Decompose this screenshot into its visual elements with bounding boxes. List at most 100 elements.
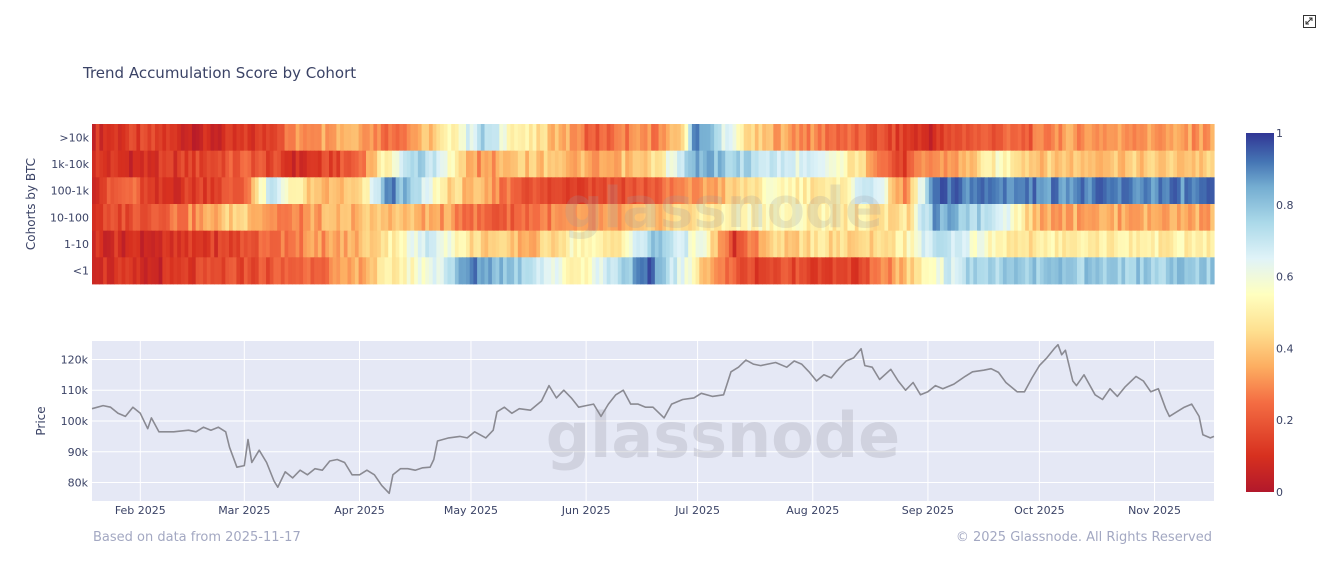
heatmap-cell bbox=[1010, 204, 1015, 232]
heatmap-cell bbox=[354, 204, 360, 232]
heatmap-cell bbox=[240, 204, 245, 232]
heatmap-cell bbox=[510, 177, 515, 205]
heatmap-cell bbox=[591, 177, 597, 205]
heatmap-cell bbox=[1099, 124, 1104, 152]
heatmap-cell bbox=[432, 124, 437, 152]
heatmap-cell bbox=[743, 204, 749, 232]
heatmap-cell bbox=[528, 257, 534, 285]
heatmap-cell bbox=[769, 230, 774, 258]
heatmap-cell bbox=[984, 150, 989, 178]
heatmap-cell bbox=[366, 257, 371, 285]
heatmap-cell bbox=[673, 124, 678, 152]
heatmap-cell bbox=[1117, 204, 1123, 232]
heatmap-cell bbox=[1158, 257, 1163, 285]
heatmap-cell bbox=[280, 257, 286, 285]
heatmap-cell bbox=[1117, 257, 1123, 285]
heatmap-cell bbox=[184, 204, 189, 232]
heatmap-cell bbox=[962, 204, 967, 232]
heatmap-cell bbox=[717, 177, 723, 205]
heatmap-cell bbox=[121, 257, 126, 285]
heatmap-cell bbox=[466, 150, 471, 178]
heatmap-cell bbox=[1076, 204, 1082, 232]
heatmap-cell bbox=[1210, 177, 1215, 205]
heatmap-cell bbox=[962, 230, 967, 258]
heatmap-cell bbox=[980, 204, 986, 232]
heatmap-cell bbox=[158, 230, 163, 258]
heatmap-cell bbox=[1069, 257, 1074, 285]
heatmap-cell bbox=[973, 150, 978, 178]
heatmap-cell bbox=[1032, 124, 1037, 152]
heatmap-cell bbox=[939, 124, 945, 152]
heatmap-cell bbox=[1158, 124, 1163, 152]
heatmap-cell bbox=[1132, 204, 1137, 232]
heatmap-cell bbox=[380, 150, 386, 178]
heatmap-cell bbox=[321, 204, 326, 232]
heatmap-cell bbox=[662, 230, 667, 258]
heatmap-cell bbox=[747, 257, 752, 285]
heatmap-cell bbox=[858, 257, 863, 285]
heatmap-cell bbox=[814, 230, 819, 258]
heatmap-cell bbox=[328, 230, 334, 258]
heatmap-cell bbox=[332, 124, 337, 152]
heatmap-cell bbox=[214, 177, 219, 205]
heatmap-cell bbox=[854, 150, 860, 178]
heatmap-cell bbox=[295, 230, 300, 258]
heatmap-cell bbox=[625, 204, 630, 232]
heatmap-cell bbox=[269, 124, 275, 152]
expand-icon[interactable] bbox=[1303, 13, 1316, 28]
heatmap-cell bbox=[425, 204, 430, 232]
heatmap-cell bbox=[1184, 204, 1189, 232]
heatmap-cell bbox=[1199, 150, 1204, 178]
heatmap-cell bbox=[995, 150, 1000, 178]
heatmap-cell bbox=[606, 257, 612, 285]
heatmap-cell bbox=[1188, 257, 1193, 285]
heatmap-cell bbox=[1125, 204, 1130, 232]
heatmap-cell bbox=[262, 204, 267, 232]
heatmap-cell bbox=[1206, 150, 1211, 178]
heatmap-cell bbox=[362, 124, 367, 152]
heatmap-cell bbox=[1014, 150, 1019, 178]
heatmap-cell bbox=[214, 204, 219, 232]
heatmap-cell bbox=[632, 150, 637, 178]
heatmap-cell bbox=[517, 230, 523, 258]
heatmap-cell bbox=[588, 230, 593, 258]
heatmap-cell bbox=[828, 124, 834, 152]
heatmap-cell bbox=[751, 204, 756, 232]
heatmap-cell bbox=[640, 124, 645, 152]
heatmap-cell bbox=[740, 150, 745, 178]
heatmap-cell bbox=[406, 150, 412, 178]
heatmap-cell bbox=[991, 204, 997, 232]
heatmap-cell bbox=[1151, 124, 1156, 152]
heatmap-cell bbox=[551, 230, 556, 258]
heatmap-cell bbox=[1188, 230, 1193, 258]
heatmap-cell bbox=[917, 124, 923, 152]
heatmap-cell bbox=[403, 230, 408, 258]
heatmap-cell bbox=[236, 124, 241, 152]
heatmap-cell bbox=[280, 150, 286, 178]
heatmap-cell bbox=[336, 177, 341, 205]
heatmap-cell bbox=[458, 204, 463, 232]
heatmap-cell bbox=[166, 230, 171, 258]
heatmap-cell bbox=[503, 204, 508, 232]
heatmap-cell bbox=[728, 177, 734, 205]
heatmap-cell bbox=[743, 230, 749, 258]
heatmap-cell bbox=[351, 150, 356, 178]
heatmap-cell bbox=[1202, 257, 1208, 285]
heatmap-cell bbox=[562, 204, 567, 232]
heatmap-cell bbox=[932, 177, 937, 205]
heatmap-cell bbox=[921, 124, 926, 152]
heatmap-cell bbox=[743, 124, 749, 152]
heatmap-cell bbox=[969, 177, 974, 205]
heatmap-cell bbox=[317, 257, 323, 285]
heatmap-cell bbox=[103, 150, 108, 178]
heatmap-cell bbox=[932, 230, 937, 258]
heatmap-cell bbox=[695, 124, 700, 152]
heatmap-cell bbox=[110, 230, 115, 258]
heatmap-cell bbox=[1014, 230, 1019, 258]
heatmap-cell bbox=[621, 177, 626, 205]
heatmap-cell bbox=[217, 150, 223, 178]
heatmap-cell bbox=[266, 230, 271, 258]
heatmap-cell bbox=[399, 257, 404, 285]
heatmap-cell bbox=[436, 230, 441, 258]
heatmap-cell bbox=[1088, 204, 1093, 232]
